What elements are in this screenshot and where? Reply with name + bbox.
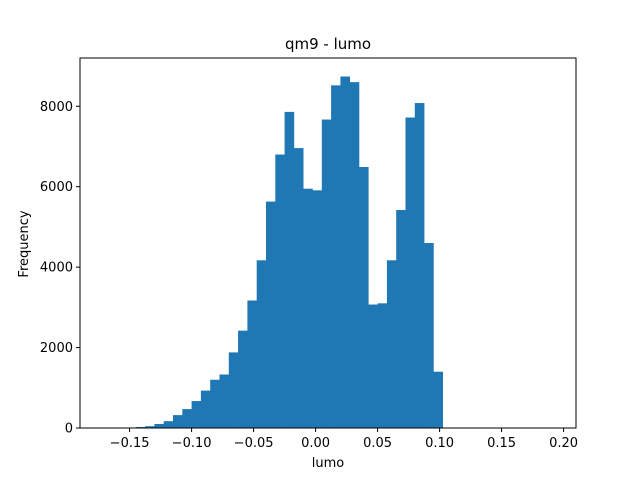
histogram-bar	[238, 330, 248, 428]
y-axis-ticks: 0 2000 4000 6000 8000	[40, 100, 80, 437]
histogram-bar	[396, 210, 406, 428]
bars-group	[135, 76, 443, 429]
y-axis-label: Frequency	[17, 210, 32, 277]
x-tick-label: −0.15	[110, 436, 150, 451]
histogram-bar	[247, 300, 257, 428]
histogram-bar	[135, 426, 146, 428]
histogram-bar	[210, 379, 220, 428]
histogram-bar	[349, 82, 360, 428]
chart-title: qm9 - lumo	[285, 35, 371, 53]
histogram-bar	[275, 154, 285, 429]
histogram-bar	[331, 85, 341, 428]
histogram-bar	[386, 260, 397, 428]
x-tick-label: −0.10	[172, 436, 212, 451]
histogram-bar	[284, 111, 295, 429]
histogram-bar	[414, 103, 425, 428]
x-tick-label: 0.05	[363, 436, 392, 451]
histogram-bar	[368, 304, 378, 428]
histogram-bar	[182, 409, 192, 428]
y-tick-label: 8000	[40, 100, 73, 115]
histogram-bar	[293, 148, 304, 428]
x-tick-label: 0.10	[425, 436, 454, 451]
histogram-bar	[219, 374, 230, 428]
histogram-bar	[340, 76, 350, 428]
histogram-bar	[424, 243, 434, 428]
histogram-bar	[191, 401, 202, 428]
histogram-bar	[154, 423, 164, 428]
histogram-bar	[256, 260, 267, 428]
histogram-bar	[377, 303, 388, 428]
histogram-bar	[200, 390, 211, 428]
histogram-bar	[433, 371, 443, 428]
x-tick-label: 0.00	[301, 436, 330, 451]
histogram-bar	[173, 415, 183, 428]
x-tick-label: 0.20	[549, 436, 578, 451]
histogram-bar	[303, 188, 313, 428]
y-tick-label: 0	[65, 422, 73, 437]
y-tick-label: 6000	[40, 180, 73, 195]
y-tick-label: 2000	[40, 341, 73, 356]
x-tick-label: −0.05	[234, 436, 274, 451]
histogram-bar	[359, 166, 369, 428]
histogram-bar	[145, 426, 155, 428]
histogram-bar	[405, 117, 416, 429]
histogram-bar	[321, 119, 332, 429]
y-tick-label: 4000	[40, 261, 73, 276]
histogram-bar	[163, 421, 174, 428]
x-tick-label: 0.15	[487, 436, 516, 451]
x-axis-ticks: −0.15 −0.10 −0.05 0.00 0.05 0.10 0.15 0.20	[110, 428, 578, 451]
x-axis-label: lumo	[312, 456, 345, 471]
plot-frame	[79, 57, 577, 429]
histogram-bar	[266, 201, 276, 428]
histogram-bar	[312, 190, 323, 428]
histogram-bar	[228, 352, 239, 428]
